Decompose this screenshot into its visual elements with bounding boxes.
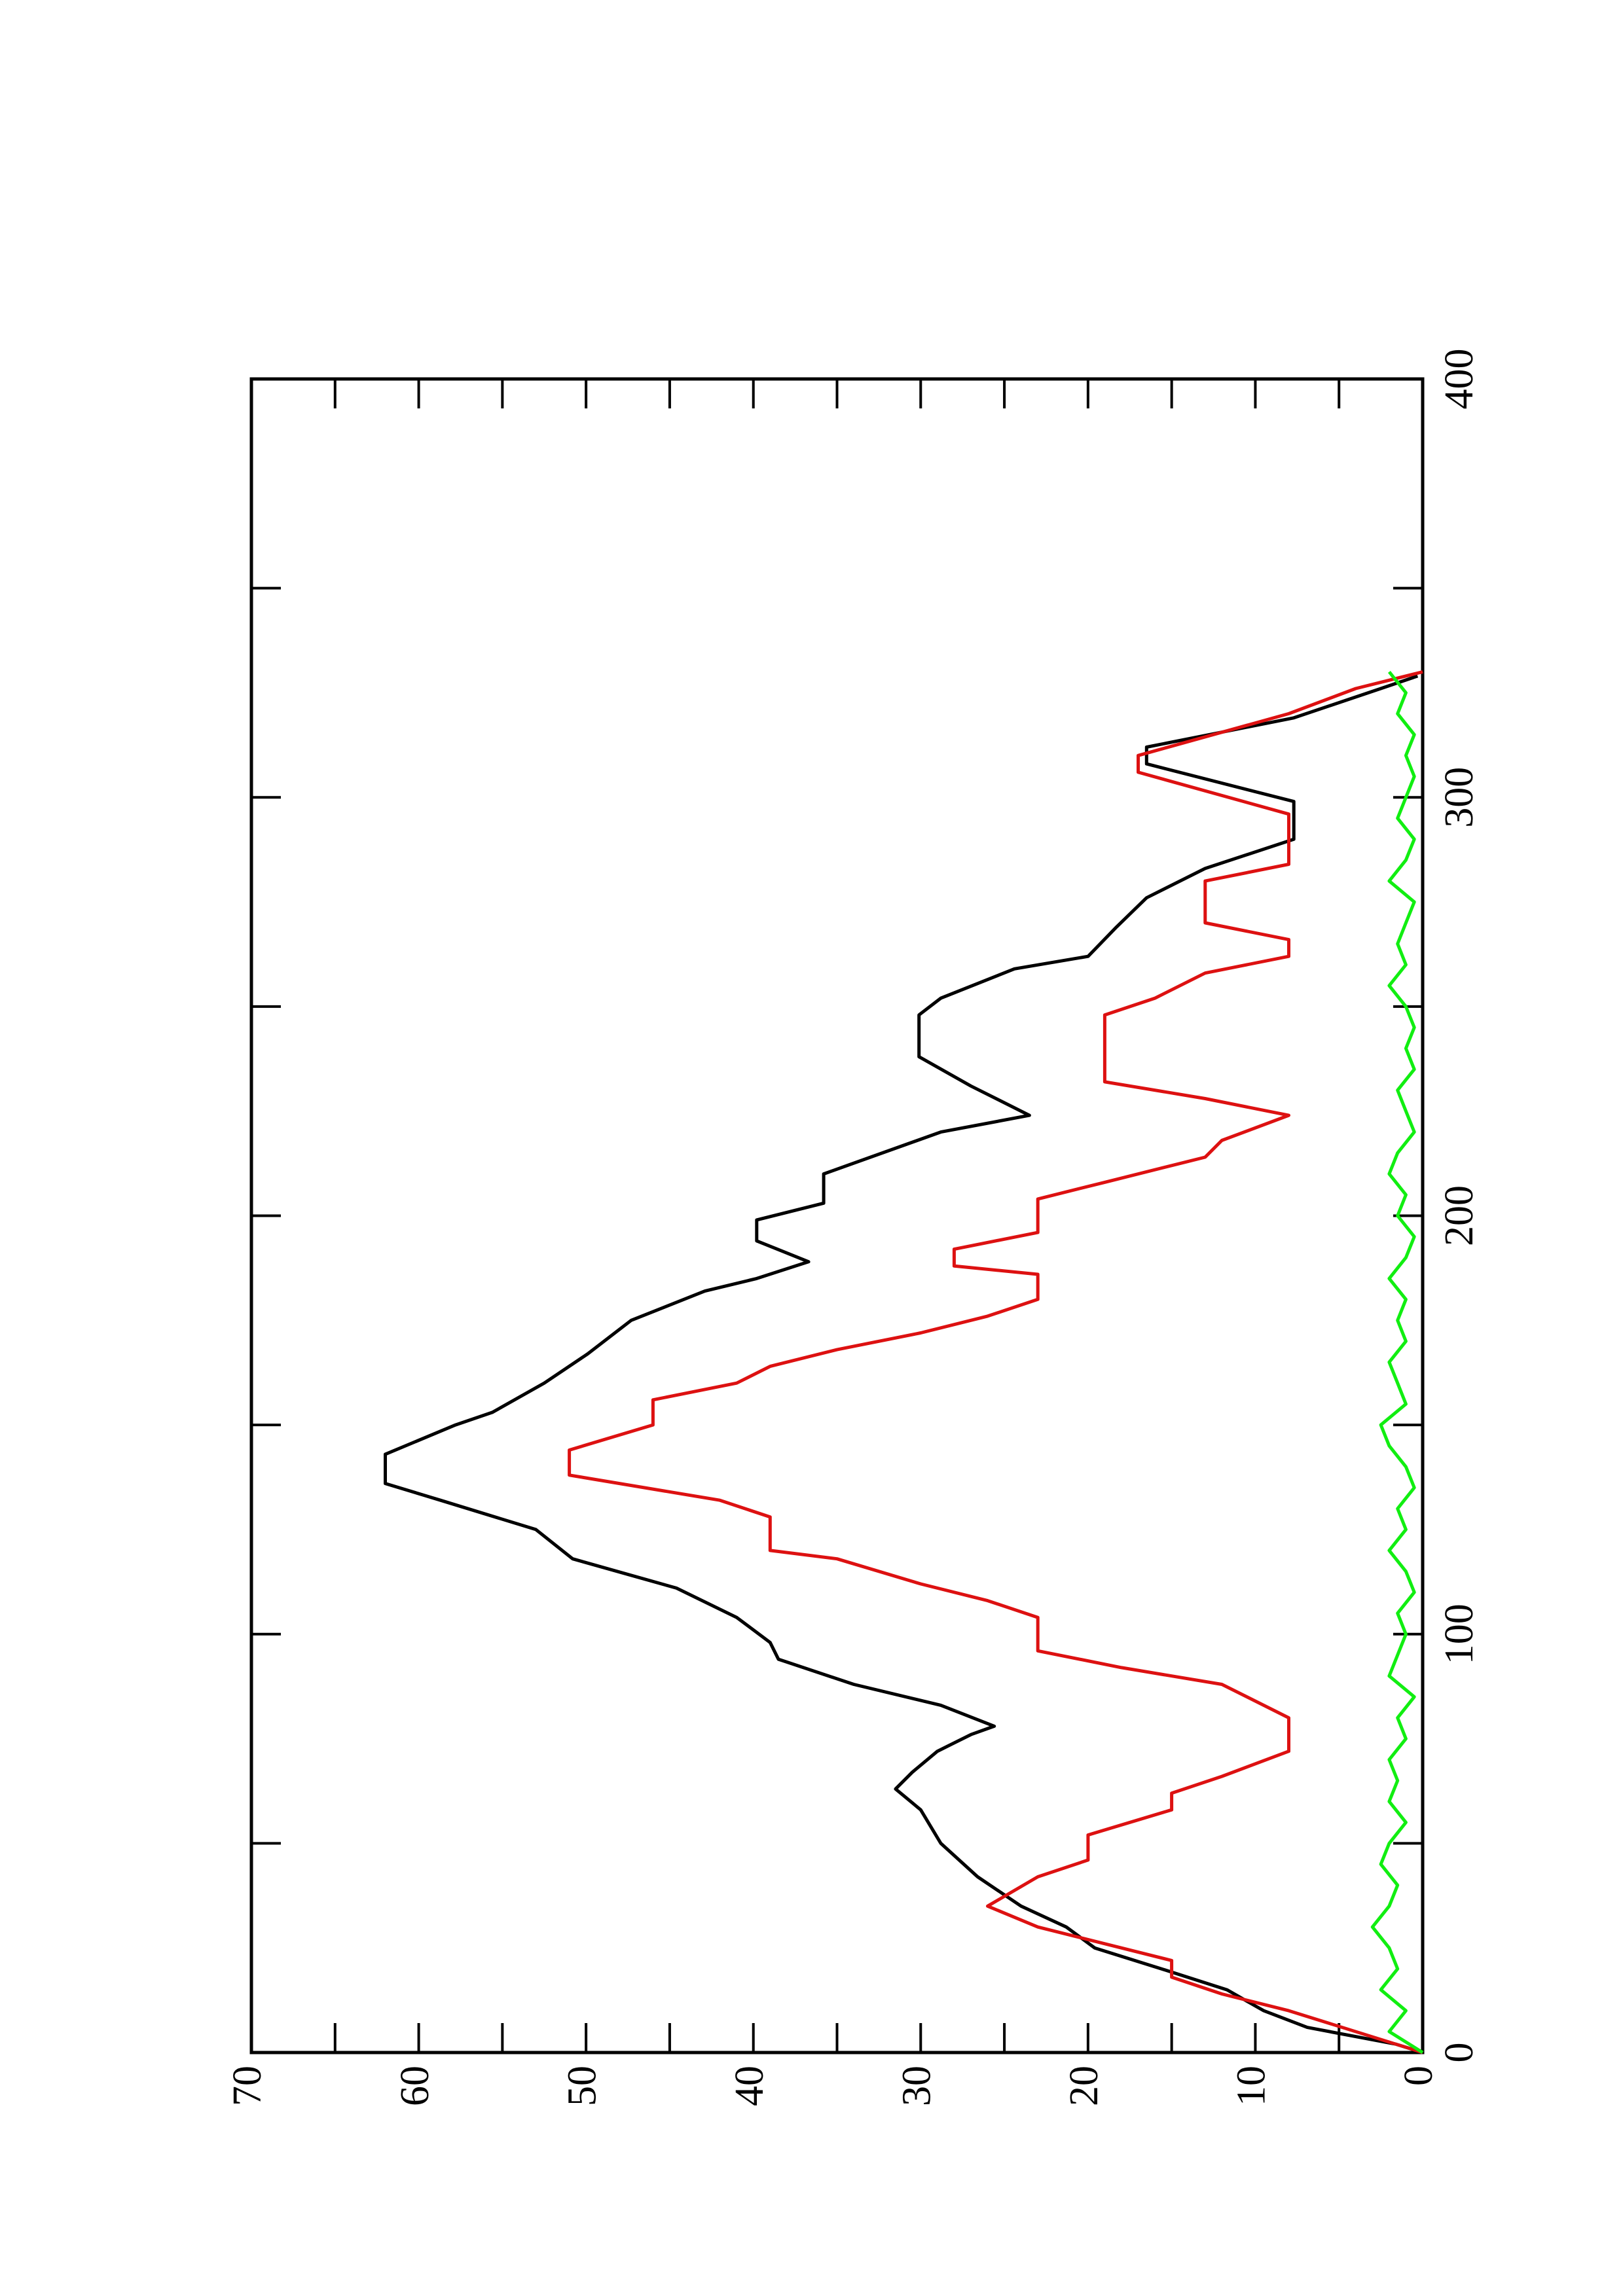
y-tick-label: 70 [225,2066,270,2106]
y-tick-label: 20 [1062,2066,1106,2106]
y-tick-label: 60 [393,2066,437,2106]
data-line [1370,670,1424,2054]
y-tick-label: 50 [560,2066,604,2106]
plot-frame [249,377,1425,2054]
data-line [568,670,1423,2054]
x-tick-label: 400 [1437,349,1482,410]
x-tick-label: 300 [1437,767,1482,828]
x-tick-label: 100 [1437,1604,1482,1664]
data-line [384,674,1423,2054]
x-tick-label: 0 [1437,2043,1482,2063]
y-tick-label: 40 [727,2066,772,2106]
y-tick-label: 0 [1396,2066,1441,2086]
x-tick-label: 200 [1437,1185,1482,1246]
y-tick-label: 30 [895,2066,939,2106]
y-tick-label: 10 [1230,2066,1274,2106]
